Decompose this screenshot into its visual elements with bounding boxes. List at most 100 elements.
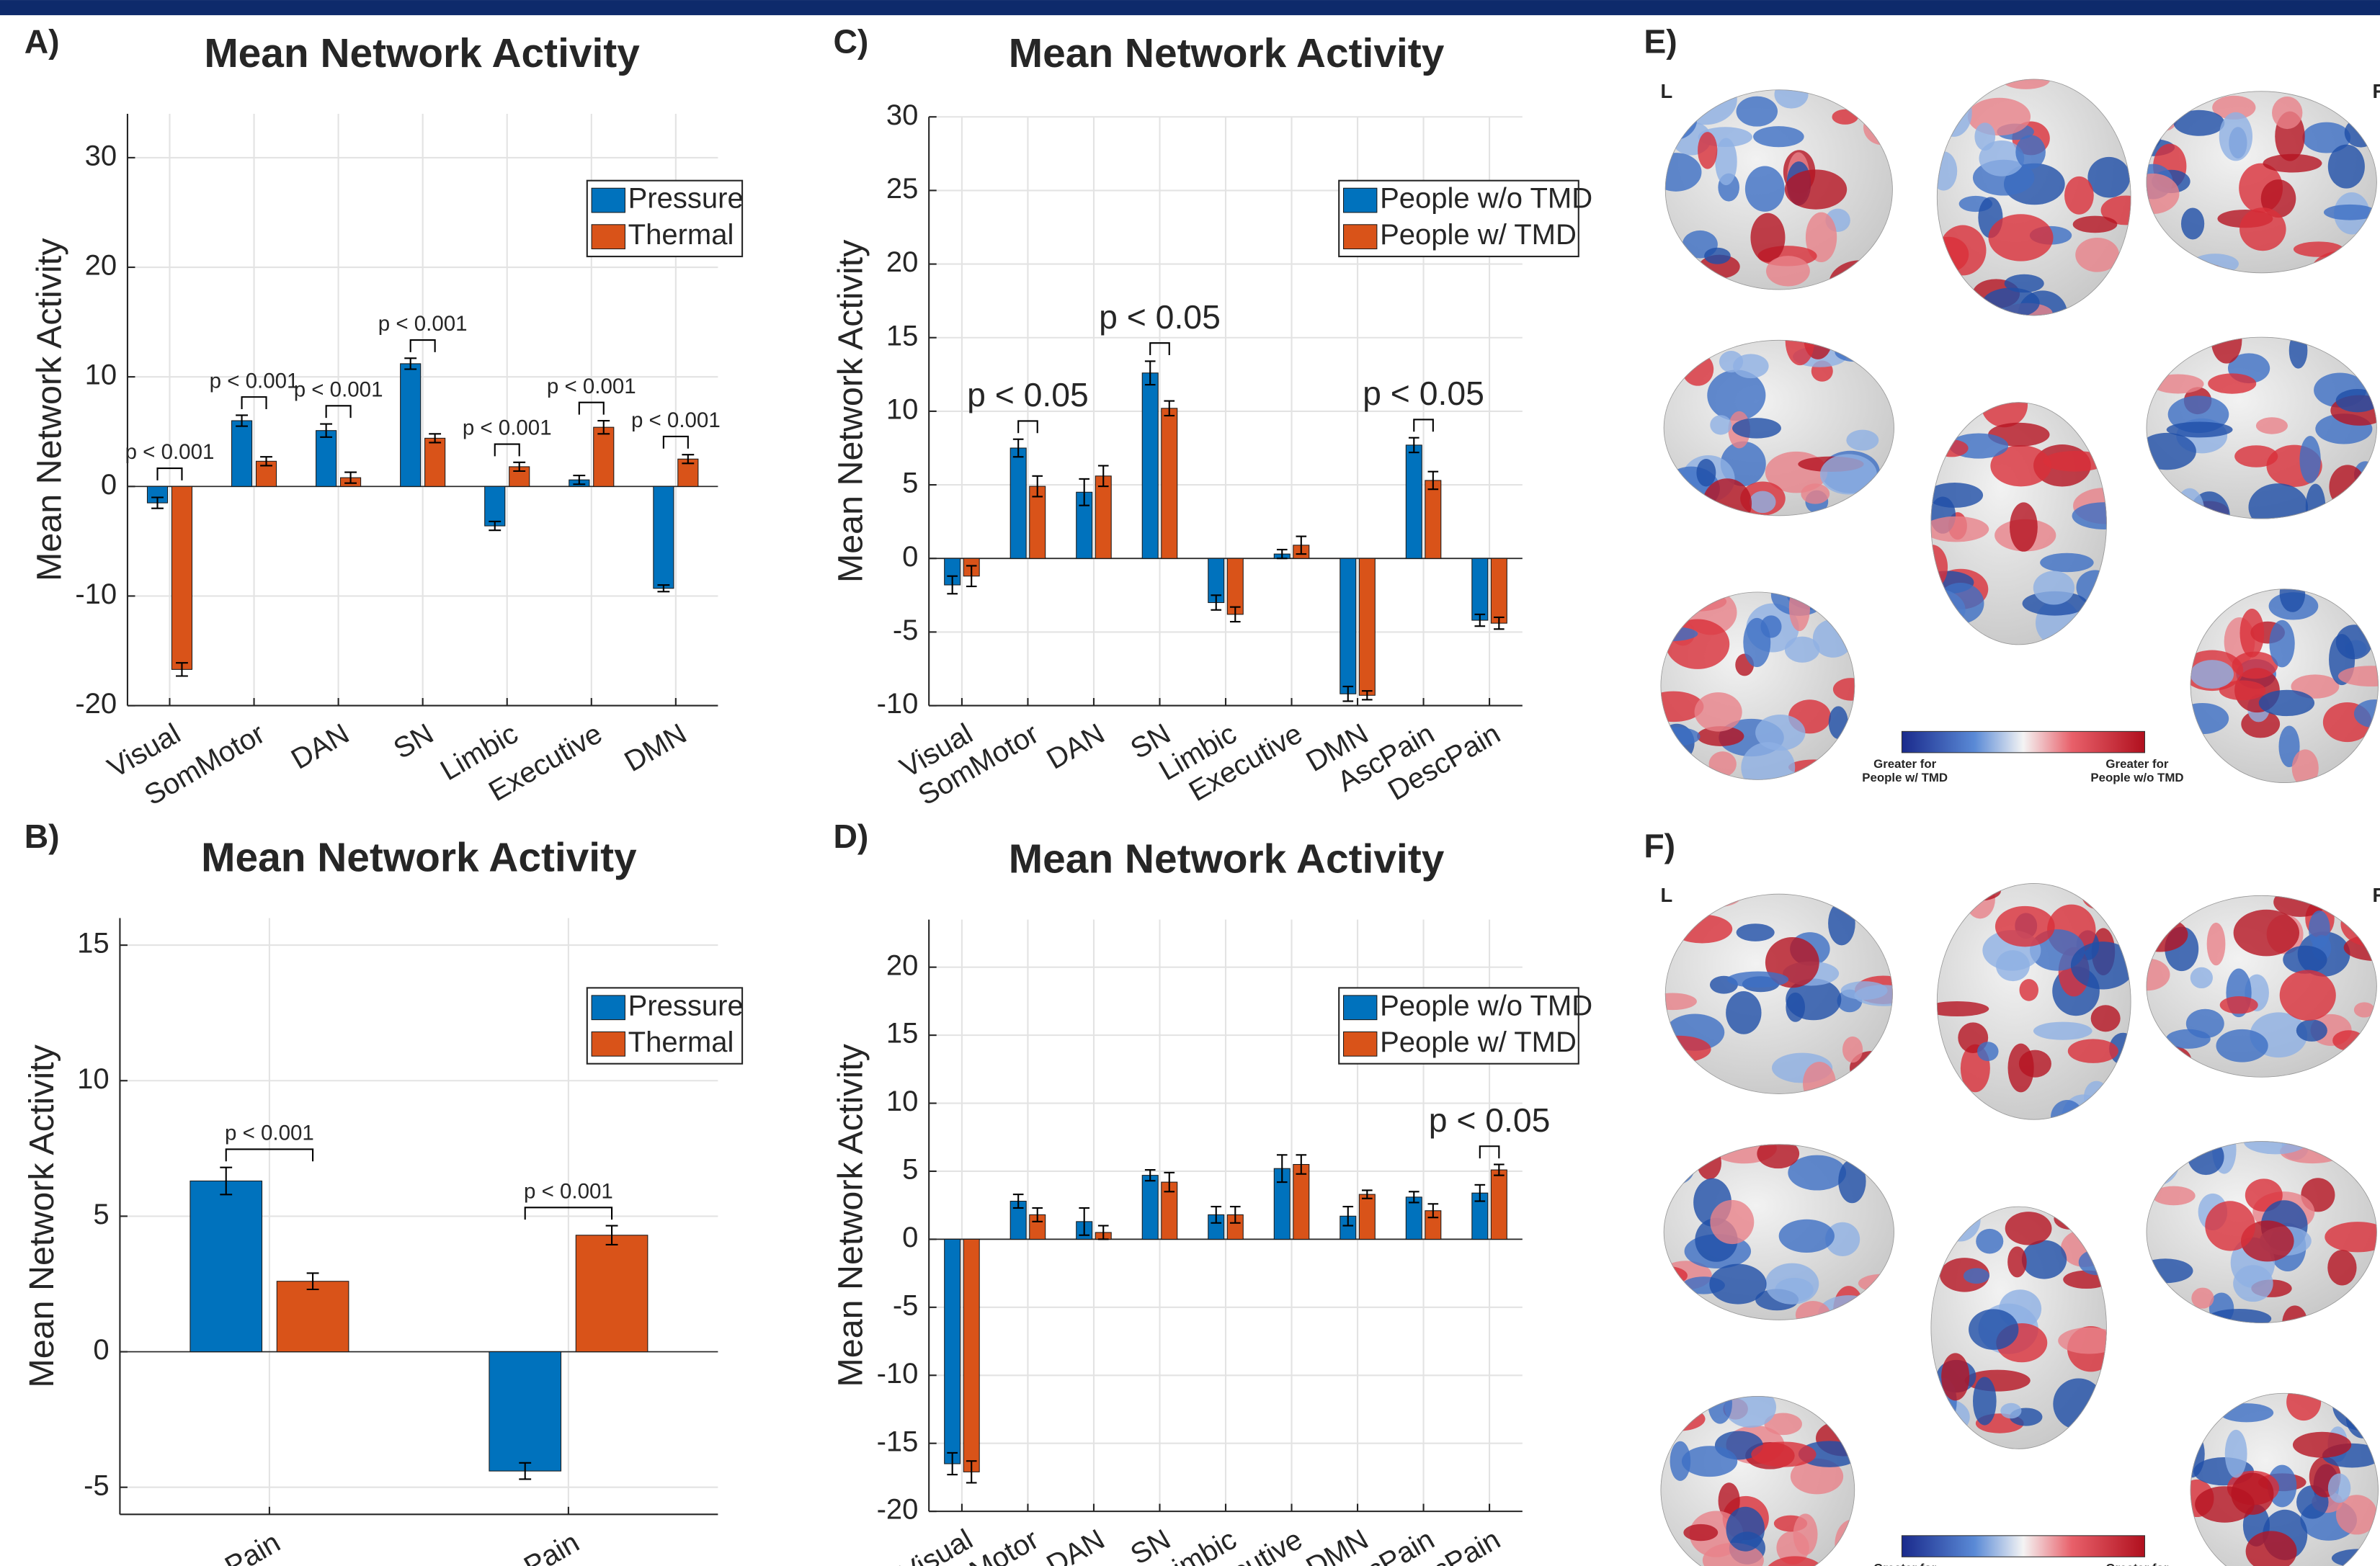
y-axis-label: Mean Network Activity bbox=[832, 1043, 870, 1387]
panel-letter: E) bbox=[1644, 22, 1677, 60]
brain-blob bbox=[2306, 484, 2326, 529]
brain-blob bbox=[1661, 1304, 1715, 1326]
brain-blob bbox=[1683, 1524, 1718, 1541]
brain-blob bbox=[1828, 901, 1855, 945]
panel-letter: F) bbox=[1644, 827, 1675, 864]
brain-blob bbox=[2137, 122, 2162, 150]
brain-blob bbox=[1703, 478, 1752, 529]
brain-blob bbox=[2071, 941, 2135, 989]
y-tick-label: 5 bbox=[93, 1199, 109, 1230]
brain-blob bbox=[1682, 353, 1713, 386]
brain-blob bbox=[1846, 430, 1878, 451]
brain-view bbox=[1636, 574, 1869, 793]
bar bbox=[316, 431, 337, 487]
panel-letter: C) bbox=[833, 22, 868, 60]
brain-blob bbox=[1741, 742, 1795, 792]
brain-blob bbox=[1737, 923, 1775, 941]
brain-blob bbox=[2087, 157, 2130, 198]
brain-blob bbox=[2051, 1100, 2084, 1134]
y-axis-label: Mean Network Activity bbox=[30, 238, 68, 581]
y-tick-label: 0 bbox=[93, 1334, 109, 1366]
brain-blob bbox=[2091, 1005, 2121, 1032]
brain-blob bbox=[2239, 207, 2286, 251]
brain-blob bbox=[1750, 491, 1776, 513]
brain-blob bbox=[1719, 351, 1743, 372]
annotation: p < 0.001 bbox=[225, 1122, 314, 1145]
brain-blob bbox=[1801, 483, 1829, 504]
chart-title: Mean Network Activity bbox=[201, 835, 637, 880]
brain-blob bbox=[2345, 118, 2378, 148]
brain-blob bbox=[2167, 422, 2233, 438]
legend-swatch bbox=[592, 188, 625, 212]
brain-blob bbox=[2309, 910, 2330, 949]
brain-blob bbox=[1829, 706, 1848, 738]
brain-blob bbox=[2062, 402, 2112, 425]
bar bbox=[576, 1235, 648, 1352]
chart-title: Mean Network Activity bbox=[204, 31, 640, 76]
colorbar bbox=[1902, 731, 2144, 752]
bar bbox=[1425, 480, 1441, 558]
brain-blob bbox=[1646, 1266, 1687, 1286]
hemisphere-label: R bbox=[2372, 80, 2380, 102]
brain-blob bbox=[1696, 459, 1716, 486]
brain-blob bbox=[1940, 225, 1987, 276]
brain-blob bbox=[1838, 1160, 1866, 1204]
brain-blob bbox=[2280, 575, 2305, 612]
brain-blob bbox=[1672, 915, 1732, 944]
annotation: p < 0.001 bbox=[547, 375, 636, 398]
hemisphere-label: L bbox=[1661, 884, 1673, 906]
y-tick-label: -15 bbox=[877, 1426, 919, 1457]
brain-blob bbox=[2138, 1258, 2193, 1283]
brain-blob bbox=[1916, 545, 1948, 589]
brain-view bbox=[1646, 882, 1913, 1105]
brain-blob bbox=[1833, 1286, 1864, 1333]
y-tick-label: 0 bbox=[101, 469, 117, 501]
bar bbox=[489, 1352, 561, 1472]
y-tick-label: 15 bbox=[886, 320, 919, 352]
brain-blob bbox=[1650, 727, 1701, 746]
brain-blob bbox=[2166, 1029, 2211, 1049]
x-tick-label: DAN bbox=[1041, 1524, 1110, 1566]
brain-blob bbox=[2175, 488, 2204, 537]
brain-blob bbox=[2225, 1430, 2247, 1478]
brain-blob bbox=[1939, 1198, 1980, 1242]
annotation: p < 0.05 bbox=[967, 376, 1089, 413]
brain-blob bbox=[1995, 906, 2055, 947]
brain-blob bbox=[1644, 1294, 1701, 1331]
x-tick-label: DAN bbox=[286, 717, 355, 775]
brain-blob bbox=[1666, 619, 1729, 668]
bar bbox=[1340, 558, 1356, 694]
annotation: p < 0.001 bbox=[378, 312, 468, 336]
brain-blob bbox=[1753, 126, 1804, 147]
brain-view bbox=[1639, 1126, 1918, 1333]
y-tick-label: 10 bbox=[85, 359, 117, 391]
brain-blob bbox=[2079, 1249, 2117, 1275]
y-tick-label: 0 bbox=[902, 541, 918, 573]
legend-label: Pressure bbox=[628, 183, 744, 215]
y-tick-label: 20 bbox=[886, 949, 919, 981]
bar bbox=[1293, 1165, 1309, 1240]
brain-blob bbox=[1977, 1042, 1999, 1061]
brain-blob bbox=[1964, 1268, 1989, 1284]
y-tick-label: -10 bbox=[75, 578, 117, 610]
brain-blob bbox=[1684, 275, 1724, 299]
brain-blob bbox=[1858, 1061, 1888, 1105]
brain-view bbox=[2125, 887, 2380, 1078]
brain-blob bbox=[2239, 609, 2264, 658]
y-tick-label: 10 bbox=[77, 1063, 110, 1095]
brain-blob bbox=[1765, 1263, 1819, 1305]
x-tick-label: SN bbox=[388, 717, 439, 765]
annotation: p < 0.001 bbox=[125, 440, 215, 464]
bar bbox=[1095, 476, 1111, 558]
brain-blob bbox=[1786, 993, 1805, 1022]
brain-blob bbox=[1785, 637, 1819, 663]
brain-blob bbox=[2350, 321, 2380, 355]
hemisphere-label: L bbox=[1661, 80, 1673, 102]
bar bbox=[963, 1239, 979, 1472]
bar bbox=[1491, 558, 1507, 623]
y-tick-label: -5 bbox=[84, 1469, 110, 1501]
bar bbox=[1227, 558, 1243, 614]
brain-blob bbox=[1863, 109, 1902, 145]
brain-blob bbox=[1803, 1062, 1836, 1105]
brain-blob bbox=[2205, 265, 2224, 281]
